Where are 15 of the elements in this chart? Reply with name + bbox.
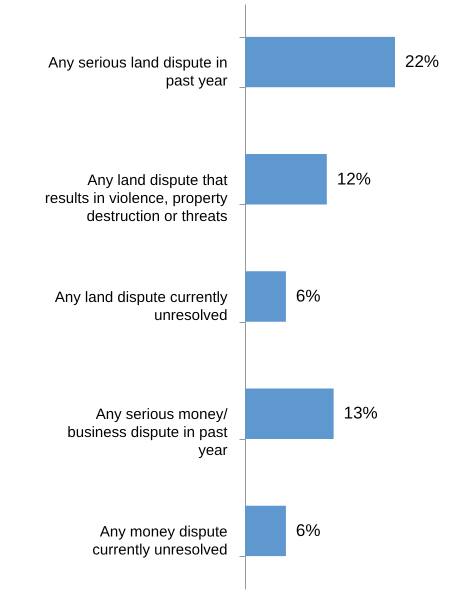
bar xyxy=(245,36,395,88)
y-tick-label: Any money dispute currently unresolved xyxy=(92,523,228,558)
data-label: 13% xyxy=(344,404,378,423)
data-label: 22% xyxy=(405,52,440,72)
bar xyxy=(245,271,286,322)
data-label: 6% xyxy=(296,286,320,306)
data-label: 12% xyxy=(336,169,371,188)
y-tick-label: Any land dispute currently unresolved xyxy=(54,289,228,324)
data-label: 6% xyxy=(296,520,320,540)
y-tick-label: Any land dispute that results in violence, property destruction or threats xyxy=(44,172,228,225)
bar xyxy=(245,506,286,556)
bar xyxy=(245,388,334,439)
y-tick-label: Any serious land dispute in past year xyxy=(48,54,228,90)
bar xyxy=(245,154,327,204)
y-tick-label: Any serious money/ business dispute in past year xyxy=(67,406,228,460)
